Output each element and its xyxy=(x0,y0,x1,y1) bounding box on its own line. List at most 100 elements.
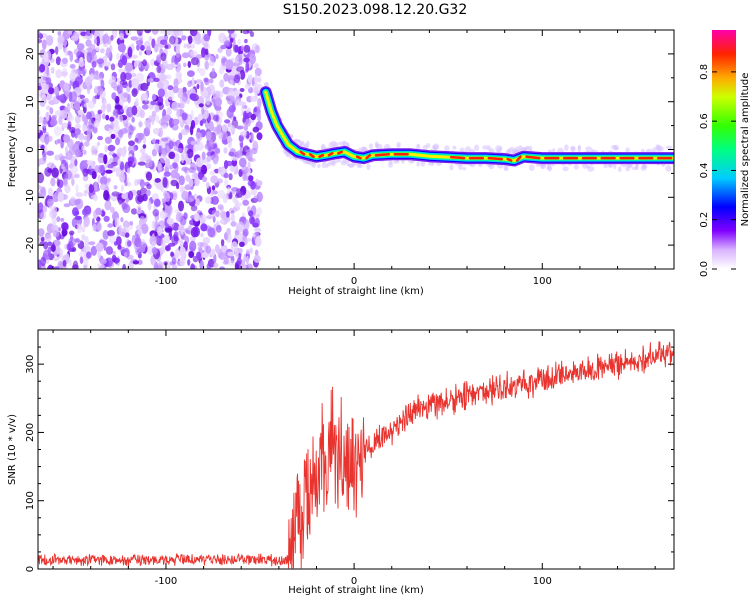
noise-blob xyxy=(222,193,228,204)
colorbar-tick-label: 0.4 xyxy=(699,162,710,178)
noise-blob xyxy=(122,263,127,269)
colorbar-label: Normalized spectral amplitude xyxy=(740,73,750,227)
noise-blob xyxy=(179,96,188,105)
noise-blob xyxy=(63,82,70,92)
noise-blob xyxy=(211,195,220,205)
noise-blob xyxy=(416,161,420,167)
noise-blob xyxy=(73,100,81,111)
noise-blob xyxy=(254,87,259,98)
noise-blob xyxy=(206,215,214,220)
noise-blob xyxy=(209,170,216,176)
noise-blob xyxy=(248,210,254,217)
noise-blob xyxy=(254,249,259,257)
x-tick-label: -100 xyxy=(155,276,178,287)
noise-blob xyxy=(164,114,172,122)
noise-blob xyxy=(207,227,216,238)
noise-blob xyxy=(231,156,238,161)
noise-blob xyxy=(86,111,92,120)
noise-blob xyxy=(250,95,259,102)
noise-blob xyxy=(245,255,249,265)
noise-blob xyxy=(264,82,269,86)
noise-blob xyxy=(164,88,168,99)
noise-blob xyxy=(224,40,232,48)
noise-blob xyxy=(236,125,244,130)
noise-blob xyxy=(221,131,228,141)
noise-blob xyxy=(71,175,75,187)
noise-blob xyxy=(93,87,99,94)
noise-blob xyxy=(256,180,263,187)
noise-blob xyxy=(38,90,45,99)
noise-blob xyxy=(99,30,104,37)
noise-blob xyxy=(152,93,157,101)
noise-blob xyxy=(195,144,199,152)
noise-blob xyxy=(243,124,249,132)
noise-blob xyxy=(241,166,249,175)
noise-blob xyxy=(204,47,209,56)
noise-blob xyxy=(396,144,401,148)
noise-blob xyxy=(223,256,229,265)
noise-blob xyxy=(45,77,52,85)
noise-blob xyxy=(183,62,187,68)
noise-blob xyxy=(131,77,140,89)
noise-blob xyxy=(86,133,91,143)
noise-blob xyxy=(151,241,156,248)
noise-blob xyxy=(169,35,176,45)
noise-blob xyxy=(139,109,145,119)
signal-peak xyxy=(374,153,391,157)
noise-blob xyxy=(223,147,228,154)
noise-blob xyxy=(211,126,219,132)
noise-blob xyxy=(184,167,188,173)
noise-blob xyxy=(189,93,196,101)
noise-blob xyxy=(107,163,114,169)
noise-blob xyxy=(219,219,225,224)
noise-blob xyxy=(227,260,235,267)
noise-blob xyxy=(52,205,58,217)
noise-blob xyxy=(155,105,160,113)
noise-blob xyxy=(190,226,199,238)
noise-blob xyxy=(242,30,250,35)
noise-blob xyxy=(75,192,84,198)
noise-blob xyxy=(69,64,76,69)
noise-blob xyxy=(254,236,262,247)
chart-title: S150.2023.098.12.20.G32 xyxy=(282,2,468,18)
noise-blob xyxy=(104,61,112,67)
noise-blob xyxy=(105,246,113,255)
noise-blob xyxy=(146,189,151,197)
noise-blob xyxy=(164,204,172,214)
noise-blob xyxy=(142,59,148,67)
noise-blob xyxy=(96,141,100,147)
noise-blob xyxy=(546,163,551,170)
noise-blob xyxy=(169,30,173,34)
noise-blob xyxy=(603,162,608,169)
noise-blob xyxy=(219,266,225,269)
noise-blob xyxy=(83,149,87,155)
noise-blob xyxy=(44,145,48,154)
noise-blob xyxy=(83,206,92,216)
noise-blob xyxy=(175,71,183,80)
noise-blob xyxy=(190,263,195,269)
noise-blob xyxy=(256,83,263,89)
noise-blob xyxy=(46,150,54,156)
noise-blob xyxy=(175,147,183,153)
noise-blob xyxy=(254,44,261,54)
noise-blob xyxy=(368,143,373,149)
noise-blob xyxy=(235,150,243,159)
noise-blob xyxy=(416,143,420,147)
noise-blob xyxy=(625,166,631,172)
noise-blob xyxy=(88,241,96,246)
noise-blob xyxy=(146,45,152,56)
noise-blob xyxy=(87,47,93,52)
noise-blob xyxy=(137,228,143,236)
noise-blob xyxy=(244,83,251,90)
noise-blob xyxy=(171,234,179,246)
noise-blob xyxy=(57,191,64,203)
signal-peak xyxy=(318,153,325,158)
noise-blob xyxy=(42,205,48,213)
noise-blob xyxy=(208,78,214,84)
noise-blob xyxy=(317,163,321,169)
noise-blob xyxy=(104,200,112,211)
noise-blob xyxy=(93,120,100,128)
noise-blob xyxy=(140,82,149,92)
signal-peak xyxy=(515,155,522,162)
noise-blob xyxy=(152,128,160,135)
